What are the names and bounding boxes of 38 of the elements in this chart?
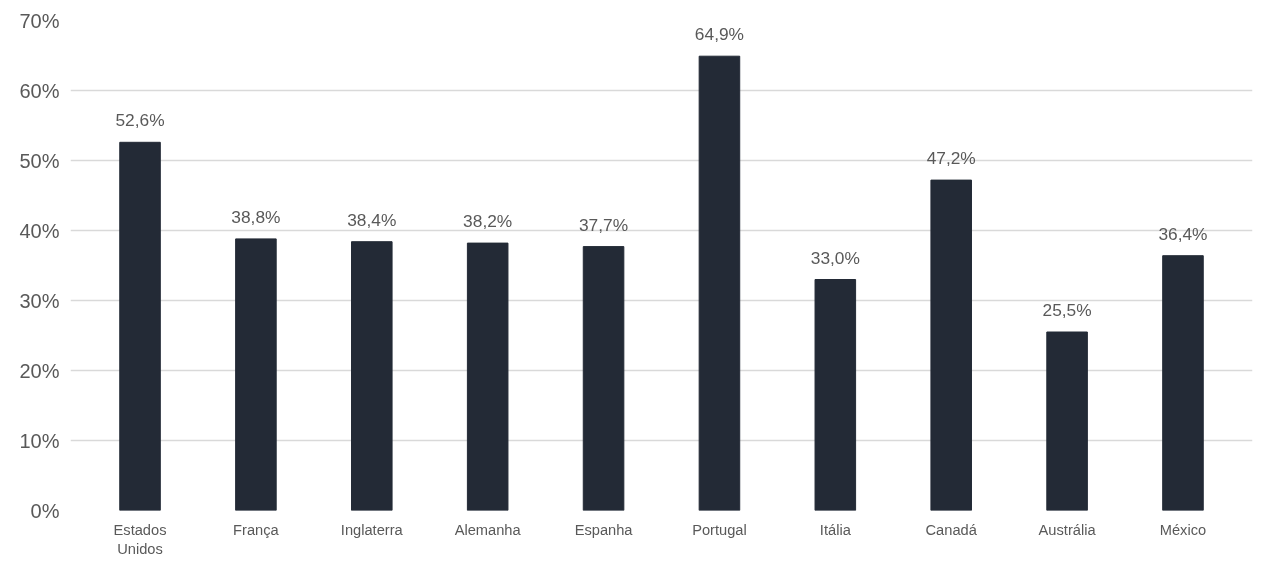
x-tick-label: Espanha [574,521,634,538]
data-label: 38,2% [463,211,513,232]
data-label: 38,8% [231,206,281,227]
y-tick-label: 10% [19,429,60,452]
data-label: 38,4% [347,209,397,230]
data-label: 47,2% [926,148,976,169]
data-label: 64,9% [694,24,745,45]
x-tick-label: Alemanha [454,521,522,538]
bar [466,242,509,511]
x-tick-label: Estados Unidos [113,521,167,557]
bar [1046,331,1088,511]
bar [119,141,161,511]
x-tick-label: Itália [819,521,852,538]
y-tick-label: 30% [19,289,60,312]
bar [1162,255,1204,511]
x-tick-label: Portugal [692,521,747,538]
y-tick-label: 40% [19,219,60,242]
y-tick-label: 70% [19,9,60,32]
data-label: 33,0% [810,247,860,268]
bar [351,241,393,511]
data-label: 52,6% [115,110,165,131]
x-tick-label: Austrália [1038,521,1097,538]
data-label: 25,5% [1042,300,1092,320]
y-tick-label: 20% [19,359,60,382]
y-tick-label: 60% [19,79,60,102]
y-tick-label: 50% [19,149,60,172]
x-tick-label: França [233,521,280,538]
bar [698,55,741,511]
bar [814,279,857,511]
data-label: 36,4% [1158,223,1208,244]
data-label: 37,7% [578,214,629,235]
x-tick-label: Canadá [925,521,978,538]
y-tick-label: 0% [30,499,60,522]
bar [930,179,972,511]
bar [235,238,277,511]
x-tick-label: Inglaterra [340,521,404,538]
bar [582,246,625,511]
x-tick-label: México [1159,521,1207,538]
